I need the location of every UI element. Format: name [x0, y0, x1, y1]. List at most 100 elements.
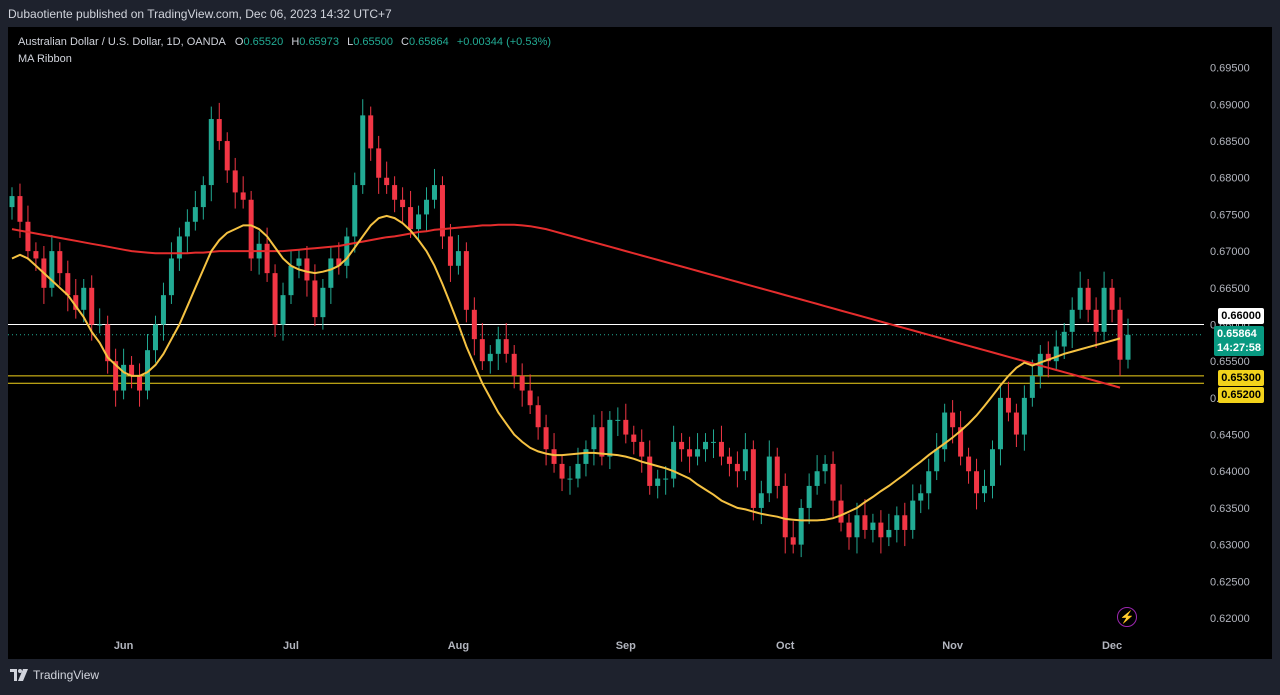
- candle-body: [9, 196, 15, 208]
- resistance-price-tag: 0.66000: [1218, 308, 1264, 324]
- candle-body: [280, 295, 286, 325]
- candle-body: [264, 243, 270, 274]
- candle-body: [248, 199, 254, 259]
- lightning-icon[interactable]: ⚡: [1117, 607, 1137, 627]
- y-tick-label: 0.69000: [1210, 99, 1250, 111]
- candle-body: [368, 115, 374, 149]
- candle-body: [551, 449, 557, 464]
- candle-body: [934, 449, 940, 472]
- current-price: 0.65864: [1216, 328, 1257, 340]
- indicator-label[interactable]: MA Ribbon: [18, 53, 72, 65]
- candle-body: [304, 258, 310, 281]
- candle-body: [838, 500, 844, 523]
- candle-body: [312, 280, 318, 318]
- high-label: H: [291, 36, 300, 48]
- candle-body: [1005, 397, 1011, 413]
- candle-body: [894, 515, 900, 530]
- candle-body: [487, 353, 493, 362]
- candle-body: [519, 375, 525, 391]
- candle-body: [718, 441, 724, 457]
- candle-body: [431, 185, 437, 200]
- candle-body: [503, 339, 509, 354]
- candle-body: [152, 324, 158, 351]
- y-tick-label: 0.65500: [1210, 356, 1250, 368]
- candle-body: [870, 522, 876, 530]
- candle-body: [57, 251, 63, 274]
- y-tick-label: 0.62500: [1210, 576, 1250, 588]
- candle-body: [1117, 309, 1123, 360]
- ma-slow-line: [11, 223, 1121, 389]
- candle-body: [567, 478, 573, 480]
- candle-body: [726, 456, 732, 464]
- y-tick-label: 0.62000: [1210, 613, 1250, 625]
- low-label: L: [347, 36, 354, 48]
- candle-body: [216, 119, 222, 142]
- candle-body: [1109, 287, 1115, 310]
- footer: TradingView: [10, 668, 99, 682]
- candle-body: [742, 449, 748, 472]
- candle-body: [384, 177, 390, 186]
- candle-body: [695, 449, 701, 457]
- candle-body: [950, 412, 956, 428]
- candle-body: [73, 295, 79, 310]
- y-tick-label: 0.64500: [1210, 430, 1250, 442]
- candle-body: [176, 236, 182, 259]
- candle-body: [328, 258, 334, 288]
- candle-body: [687, 449, 693, 457]
- candle-body: [966, 456, 972, 472]
- candle-body: [160, 295, 166, 325]
- candle-body: [814, 471, 820, 486]
- candle-body: [296, 258, 302, 266]
- candle-body: [1069, 309, 1075, 332]
- y-tick-label: 0.63500: [1210, 503, 1250, 515]
- candle-body: [65, 273, 71, 296]
- candle-body: [1085, 287, 1091, 310]
- change-value: +0.00344 (+0.53%): [456, 36, 552, 48]
- candle-body: [543, 427, 549, 450]
- candle-body: [997, 397, 1003, 450]
- candle-body: [511, 353, 517, 376]
- candle-body: [447, 236, 453, 266]
- candle-body: [1021, 397, 1027, 435]
- candle-body: [471, 309, 477, 340]
- candle-body: [830, 463, 836, 501]
- candle-body: [145, 350, 151, 391]
- chart-frame[interactable]: 0.62000 0.62500 0.63000 0.63500 0.64000 0.645…: [8, 27, 1272, 659]
- x-tick-label: Dec: [1102, 640, 1122, 652]
- ma-fast-line: [11, 214, 1121, 522]
- candle-body: [97, 324, 103, 326]
- candle-body: [862, 515, 868, 530]
- x-tick-label: Sep: [616, 640, 636, 652]
- candle-body: [81, 287, 87, 310]
- candle-body: [790, 537, 796, 545]
- close-value: 0.65864: [409, 36, 449, 48]
- y-tick-label: 0.68000: [1210, 173, 1250, 185]
- candle-body: [232, 170, 238, 193]
- candle-body: [655, 478, 661, 486]
- candle-body: [798, 507, 804, 545]
- x-tick-label: Jun: [114, 640, 134, 652]
- candle-body: [89, 287, 95, 325]
- candle-body: [121, 364, 127, 391]
- candle-body: [424, 199, 430, 215]
- candle-body: [766, 456, 772, 494]
- candle-body: [392, 185, 398, 200]
- brand-name: TradingView: [33, 668, 100, 682]
- candle-body: [105, 324, 111, 362]
- candle-body: [336, 258, 342, 266]
- candle-body: [137, 375, 143, 391]
- candle-body: [168, 258, 174, 296]
- high-value: 0.65973: [299, 36, 340, 48]
- candle-body: [663, 478, 669, 480]
- price-chart[interactable]: 0.62000 0.62500 0.63000 0.63500 0.64000 0.645…: [8, 27, 1272, 659]
- candle-body: [129, 364, 135, 376]
- candle-body: [1125, 334, 1131, 360]
- candle-body: [679, 441, 685, 450]
- candle-body: [671, 441, 677, 479]
- candle-body: [320, 287, 326, 318]
- candle-body: [607, 419, 613, 457]
- y-tick-label: 0.66500: [1210, 283, 1250, 295]
- candle-body: [878, 522, 884, 538]
- x-tick-label: Nov: [942, 640, 964, 652]
- candle-body: [240, 192, 246, 200]
